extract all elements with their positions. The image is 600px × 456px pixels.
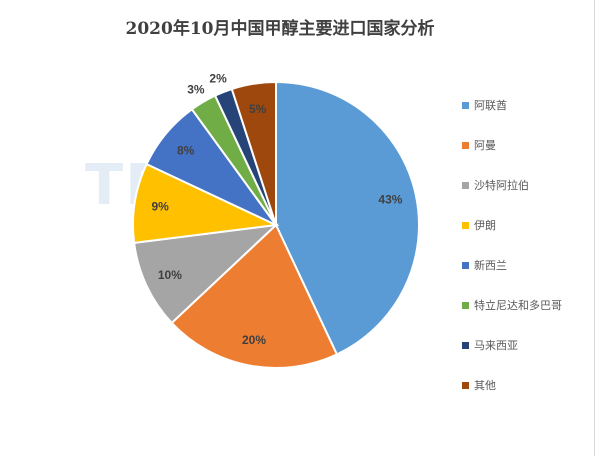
frame-border — [594, 0, 595, 456]
legend-swatch — [462, 301, 469, 309]
legend-swatch — [462, 261, 469, 269]
legend-label: 马来西亚 — [474, 339, 518, 352]
legend-item: 阿曼 — [462, 137, 496, 153]
legend-swatch — [462, 181, 469, 189]
legend-item: 伊朗 — [462, 217, 496, 233]
data-label: 3% — [187, 83, 205, 97]
legend-label: 其他 — [474, 379, 496, 392]
legend-label: 阿联酋 — [474, 99, 507, 112]
legend-item: 阿联酋 — [462, 97, 507, 113]
legend-swatch — [462, 101, 469, 109]
legend-label: 伊朗 — [474, 219, 496, 232]
legend-label: 特立尼达和多巴哥 — [474, 299, 562, 312]
data-label: 9% — [152, 200, 170, 214]
data-label: 43% — [378, 192, 402, 206]
legend-item: 沙特阿拉伯 — [462, 177, 529, 193]
legend-label: 阿曼 — [474, 139, 496, 152]
pie-slice-0 — [275, 80, 420, 356]
legend-label: 沙特阿拉伯 — [474, 179, 529, 192]
legend-item: 新西兰 — [462, 257, 507, 273]
data-label: 5% — [249, 102, 267, 116]
pie-slice-7 — [230, 80, 277, 226]
data-label: 20% — [242, 333, 266, 347]
legend-item: 特立尼达和多巴哥 — [462, 297, 562, 313]
legend-swatch — [462, 141, 469, 149]
legend-item: 马来西亚 — [462, 337, 518, 353]
chart-title: 2020年10月中国甲醇主要进口国家分析 — [125, 19, 435, 39]
pie-slice-1 — [170, 223, 339, 369]
data-label: 10% — [158, 268, 182, 282]
pie-slice-2 — [133, 223, 279, 325]
legend-item: 其他 — [462, 377, 496, 393]
legend-label: 新西兰 — [474, 259, 507, 272]
legend-swatch — [462, 381, 469, 389]
data-label: 8% — [177, 143, 195, 157]
legend-swatch — [462, 221, 469, 229]
data-label: 2% — [209, 72, 227, 86]
pie-slice-3 — [132, 162, 280, 245]
legend-swatch — [462, 341, 469, 349]
